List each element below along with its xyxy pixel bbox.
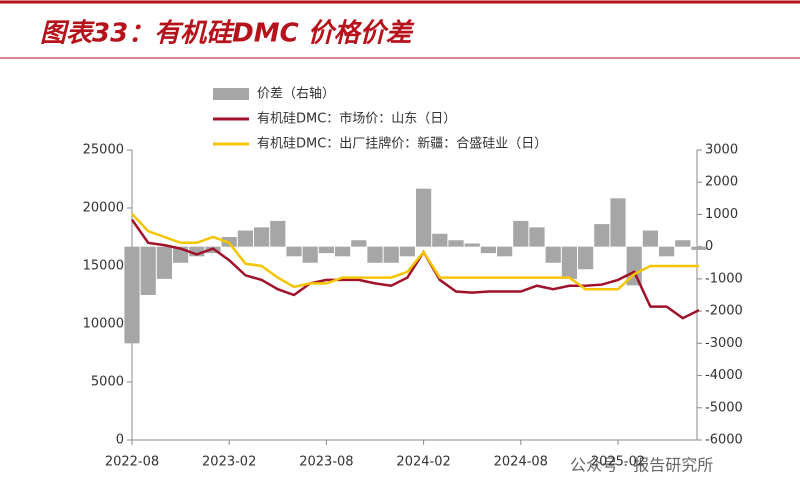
spread-bar (302, 246, 318, 263)
spread-bar (480, 246, 496, 254)
watermark: 公众号 · 报告研究所 (570, 456, 713, 475)
y-tick-label: 20000 (83, 201, 124, 216)
spread-bar (156, 246, 172, 279)
spread-bar (545, 246, 561, 263)
legend-label: 价差（右轴） (257, 87, 335, 102)
spread-bar (286, 246, 302, 257)
y-tick-label: 10000 (83, 317, 124, 332)
x-tick-label: 2022-08 (105, 455, 159, 470)
x-tick-label: 2023-02 (202, 455, 256, 470)
x-tick-label: 2025-02 (591, 455, 645, 470)
spread-bar (578, 246, 594, 270)
y2-tick-label: -6000 (705, 433, 743, 448)
spread-bar (675, 240, 691, 247)
spread-bar (432, 233, 448, 247)
y2-tick-label: -2000 (705, 304, 743, 319)
spread-bar (351, 240, 367, 247)
spread-bar (383, 246, 399, 263)
spread-bar (124, 246, 140, 344)
spread-bar (318, 246, 334, 254)
spread-bar (659, 246, 675, 257)
y2-tick-label: 2000 (705, 175, 738, 190)
y-tick-label: 25000 (83, 143, 124, 158)
spread-bar (448, 240, 464, 247)
spread-bar (594, 224, 610, 247)
legend-label: 有机硅DMC：出厂挂牌价：新疆：合盛硅业（日） (257, 136, 547, 152)
y-tick-label: 15000 (83, 259, 124, 274)
legend-swatch (213, 88, 249, 100)
spread-bar (189, 246, 205, 257)
spread-bar (335, 246, 351, 257)
y2-tick-label: 1000 (705, 207, 738, 222)
spread-bar (642, 230, 658, 247)
chart-title: 图表33：有机硅DMC 价格价差 (40, 19, 415, 49)
legend-label: 有机硅DMC：市场价：山东（日） (257, 111, 456, 127)
spread-bar (513, 220, 529, 247)
price-line (130, 218, 700, 320)
x-tick-label: 2023-08 (299, 455, 353, 470)
y2-tick-label: -1000 (705, 271, 743, 286)
y2-tick-label: 3000 (705, 143, 738, 158)
spread-bar (610, 198, 626, 247)
spread-bar (140, 246, 156, 295)
spread-bar (497, 246, 513, 257)
y2-tick-label: 0 (705, 239, 713, 254)
spread-bar (399, 246, 415, 257)
spread-bar (367, 246, 383, 263)
x-tick-label: 2024-08 (494, 455, 548, 470)
spread-bar (561, 246, 577, 279)
y2-tick-label: -5000 (705, 400, 743, 415)
spread-bar (416, 188, 432, 247)
y2-tick-label: -4000 (705, 368, 743, 383)
spread-bar (626, 246, 642, 286)
spread-bar (691, 246, 707, 250)
spread-bar (254, 227, 270, 247)
spread-bar (237, 230, 253, 247)
y-tick-label: 0 (116, 433, 124, 448)
x-tick-label: 2024-02 (396, 455, 450, 470)
spread-bar (464, 243, 480, 247)
spread-bar (529, 227, 545, 247)
y2-tick-label: -3000 (705, 336, 743, 351)
spread-bar (270, 220, 286, 247)
price-line (131, 212, 699, 291)
y-tick-label: 5000 (91, 375, 124, 390)
